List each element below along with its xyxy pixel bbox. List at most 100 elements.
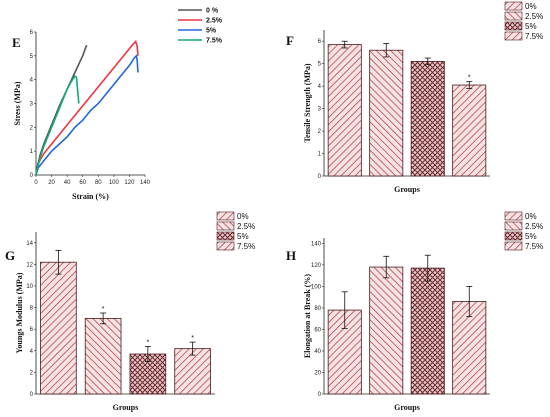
bar-2 (410, 61, 445, 177)
y-tick-label: 2 (30, 125, 34, 131)
significance-star: * (468, 75, 471, 82)
y-tick-label: 3 (318, 107, 322, 113)
y-tick-label: 4 (318, 84, 322, 90)
x-tick-label: 100 (109, 180, 120, 186)
y-tick-label: 0 (318, 392, 322, 398)
y-tick-label: 20 (314, 370, 321, 376)
y-tick-label: 6 (30, 30, 34, 36)
legend: 0%2.5%5%7.5% (504, 211, 543, 251)
bar-0 (40, 261, 77, 395)
legend: 0%2.5%5%7.5% (216, 211, 255, 251)
legend: 0%2.5%5%7.5% (504, 1, 543, 41)
y-axis-title: Tensile Strength (MPa) (303, 63, 312, 142)
x-tick-label: 0 (34, 180, 38, 186)
series-line-3 (35, 74, 80, 176)
significance-star: * (147, 339, 150, 346)
significance-star: * (102, 306, 105, 313)
legend-swatch (216, 211, 235, 221)
y-tick-label: 5 (318, 62, 322, 68)
legend-swatch (504, 1, 523, 11)
y-tick-label: 60 (314, 327, 321, 333)
legend-label: 2.5% (525, 222, 543, 231)
legend-label: 7.5% (237, 242, 255, 251)
y-tick-label: 8 (30, 306, 34, 312)
y-tick-label: 6 (30, 327, 34, 333)
legend-label: 5% (525, 232, 537, 241)
legend-label: 7.5% (525, 32, 543, 41)
y-tick-label: 4 (30, 78, 34, 84)
legend-swatch (504, 21, 523, 31)
legend-swatch (504, 221, 523, 231)
panel-letter-f: F (286, 33, 294, 48)
bar-2 (410, 267, 445, 395)
bar-1 (369, 49, 404, 177)
youngs-modulus-plot: 0 2 4 6 8 10 12 14 * * * Groups Youngs Modulus (MPa)… (15, 211, 255, 412)
x-tick-label: 20 (48, 180, 55, 186)
x-axis-title: Strain (%) (72, 192, 109, 201)
panel-letter-g: G (5, 248, 15, 263)
legend-swatch (504, 31, 523, 41)
x-tick-label: 60 (79, 180, 86, 186)
legend-label: 5% (237, 232, 249, 241)
x-tick-label: 120 (124, 180, 135, 186)
legend-label: 5% (206, 28, 217, 35)
legend-swatch (504, 11, 523, 21)
y-tick-label: 2 (30, 370, 34, 376)
panel-letter-h: H (286, 248, 296, 263)
y-tick-label: 5 (30, 54, 34, 60)
y-tick-label: 4 (30, 349, 34, 355)
legend-label: 7.5% (525, 242, 543, 251)
legend-label: 2.5% (206, 18, 223, 25)
y-tick-label: 140 (311, 241, 322, 247)
y-tick-label: 120 (311, 263, 322, 269)
legend-swatch (504, 241, 523, 251)
y-axis-title: Youngs Modulus (MPa) (15, 272, 24, 353)
legend-label: 5% (525, 22, 537, 31)
y-axis-title: Stress (MPa) (13, 81, 22, 125)
y-tick-label: 1 (318, 152, 322, 158)
legend-swatch (216, 241, 235, 251)
y-tick-label: 80 (314, 306, 321, 312)
legend-label: 0% (525, 2, 537, 11)
series-line-2 (35, 54, 139, 176)
bar-3 (452, 84, 487, 177)
legend: 0 % 2.5% 5% 7.5% (178, 8, 223, 45)
y-tick-label: 2 (318, 129, 322, 135)
series-line-1 (35, 39, 139, 176)
y-tick-label: 0 (30, 173, 34, 179)
x-axis-title: Groups (113, 403, 139, 412)
legend-swatch (216, 231, 235, 241)
y-tick-label: 0 (318, 174, 322, 180)
y-tick-label: 0 (30, 392, 34, 398)
legend-label: 0% (525, 212, 537, 221)
y-tick-label: 12 (26, 262, 33, 268)
x-tick-label: 140 (140, 180, 151, 186)
elongation-plot: 0 20 40 60 80 100 120 140 Groups Elongation at Br… (303, 211, 543, 412)
y-tick-label: 100 (311, 284, 322, 290)
y-tick-label: 3 (30, 102, 34, 108)
x-axis-title: Groups (394, 403, 420, 412)
legend-swatch (504, 231, 523, 241)
legend-label: 0 % (206, 8, 219, 15)
bar-0 (327, 44, 362, 177)
y-axis-title: Elongation at Break (%) (303, 274, 312, 358)
panel-letter-e: E (12, 35, 21, 50)
legend-label: 7.5% (206, 38, 223, 45)
y-tick-label: 40 (314, 349, 321, 355)
y-tick-label: 14 (26, 241, 33, 247)
y-tick-label: 10 (26, 284, 33, 290)
panel-h: H 0 20 40 60 80 100 120 140 Groups Elongation at … (286, 211, 543, 412)
legend-label: 2.5% (237, 222, 255, 231)
bar-1 (84, 317, 122, 395)
bar-1 (369, 266, 404, 395)
panel-f: F 0 1 2 3 4 5 6 * Groups Tensile Strength (MPa) 0%… (286, 1, 543, 194)
legend-swatch (504, 211, 523, 221)
legend-label: 0% (237, 212, 249, 221)
x-axis-title: Groups (394, 185, 420, 194)
y-tick-label: 6 (318, 39, 322, 45)
x-tick-label: 40 (64, 180, 71, 186)
panel-g: G 0 2 4 6 8 10 12 14 * * * Groups Youngs Modulus (MP… (5, 211, 255, 412)
